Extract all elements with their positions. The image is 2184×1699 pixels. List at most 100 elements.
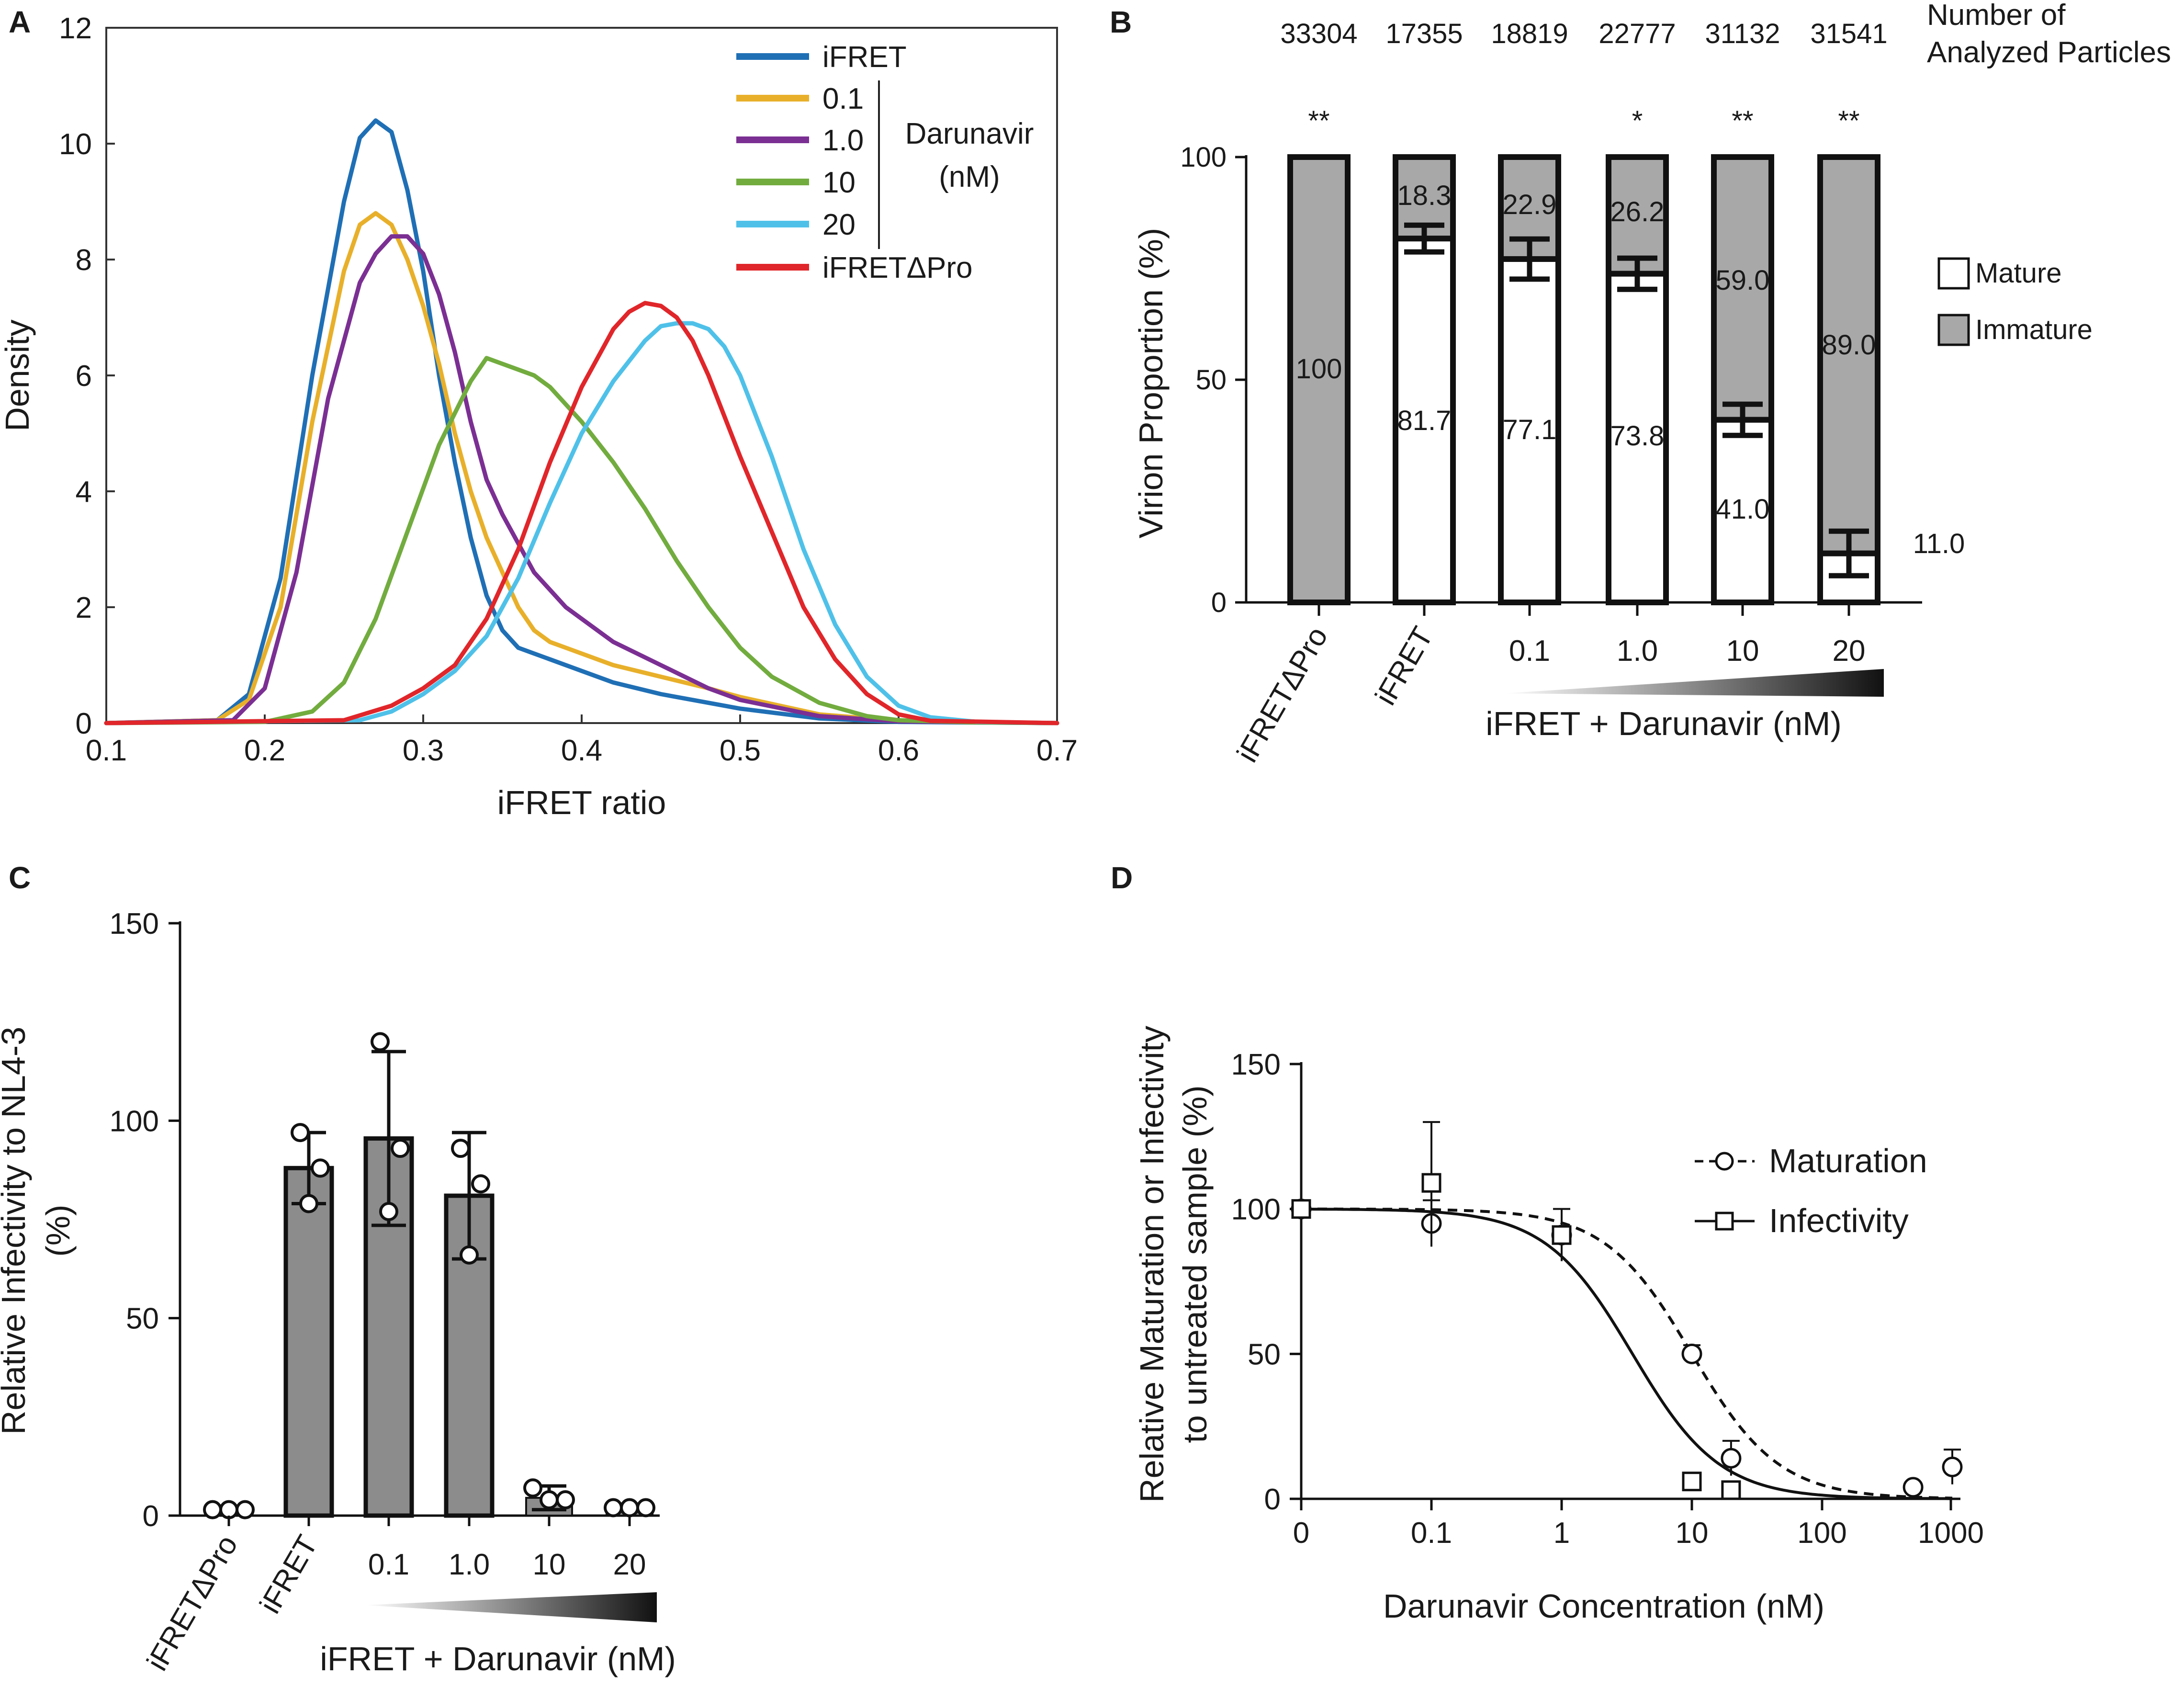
significance-mark: ** xyxy=(1838,105,1859,136)
x-tick-label: 0.1 xyxy=(86,734,127,767)
mature-value-label: 77.1 xyxy=(1503,414,1557,445)
panel-d-points xyxy=(1291,1121,1963,1500)
replicate-point xyxy=(291,1123,310,1143)
immature-segment xyxy=(1711,154,1774,423)
density-line-4 xyxy=(104,321,1059,725)
replicate-point xyxy=(311,1158,330,1178)
replicate-point xyxy=(556,1490,575,1510)
density-line-2 xyxy=(104,234,1059,725)
infectivity-point xyxy=(1421,1173,1441,1193)
panel-b-concentration-wedge xyxy=(1503,669,1884,697)
y-tick-label: 100 xyxy=(1180,142,1227,173)
category-label: 1.0 xyxy=(1617,634,1658,668)
x-tick-label: 0.2 xyxy=(244,734,285,767)
x-tick-label: 0.5 xyxy=(720,734,761,767)
panel-b-x-group-label: iFRET + Darunavir (nM) xyxy=(1486,705,1842,742)
infectivity-point xyxy=(1291,1199,1311,1219)
y-tick-label: 8 xyxy=(76,244,92,277)
fit-curve-infectivity xyxy=(1301,1208,1952,1500)
panel-c-label: C xyxy=(9,861,31,895)
panel-c-bars: iFRETΔPro iFRET 0.1 1.0 10 20 xyxy=(141,1032,655,1676)
immature-value-label: 100 xyxy=(1296,353,1342,385)
replicate-point xyxy=(540,1490,559,1510)
density-line-3 xyxy=(104,356,1059,725)
legend-label-4: 20 xyxy=(822,208,856,241)
legend-swatch-mature xyxy=(1937,257,1970,290)
maturation-point xyxy=(1942,1456,1963,1477)
panel-a-series xyxy=(104,118,1059,725)
mature-segment xyxy=(1393,236,1456,605)
x-tick-label: 0.1 xyxy=(1411,1517,1452,1550)
replicate-point xyxy=(371,1032,390,1052)
panel-a-ticks: 0.1 0.2 0.3 0.4 0.5 0.6 0.7 0 2 4 6 8 10 12 xyxy=(59,12,1078,767)
immature-value-label: 26.2 xyxy=(1610,196,1665,227)
panel-c: C 0 50 100 150 iFRETΔPro iFRET 0.1 1.0 10 20 Rel… xyxy=(0,861,676,1677)
x-tick-label: 10 xyxy=(1676,1517,1709,1550)
replicate-point xyxy=(451,1139,470,1158)
legend-label-3: 10 xyxy=(822,166,856,199)
category-label: iFRETΔPro xyxy=(141,1530,245,1676)
legend-marker-infectivity xyxy=(1715,1212,1734,1231)
category-label: iFRET xyxy=(254,1530,325,1620)
panel-d-y-axis-title-line2: to untreated sample (%) xyxy=(1176,1085,1214,1443)
panel-a-y-axis-title: Density xyxy=(0,319,36,431)
panel-d-x-axis-title: Darunavir Concentration (nM) xyxy=(1383,1587,1824,1625)
x-tick-label: 0.7 xyxy=(1036,734,1078,767)
mature-value-label: 73.8 xyxy=(1610,420,1665,452)
y-tick-label: 0 xyxy=(1264,1483,1281,1516)
legend-group-label-line1: Darunavir xyxy=(905,117,1034,150)
infectivity-point xyxy=(1682,1472,1702,1492)
fit-curve-maturation xyxy=(1301,1207,1953,1500)
category-label: iFRET xyxy=(1369,622,1440,711)
infectivity-bar xyxy=(283,1166,334,1518)
panel-c-axes: 0 50 100 150 xyxy=(110,907,660,1533)
mature-value-label: 11.0 xyxy=(1913,528,1965,559)
y-tick-label: 150 xyxy=(110,907,159,940)
density-line-5 xyxy=(104,301,1059,725)
particle-count: 18819 xyxy=(1491,18,1568,49)
replicate-point xyxy=(636,1498,655,1518)
immature-value-label: 22.9 xyxy=(1503,189,1557,220)
x-tick-label: 100 xyxy=(1797,1517,1846,1550)
y-tick-label: 2 xyxy=(76,591,92,624)
y-tick-label: 150 xyxy=(1231,1048,1281,1081)
category-label: 10 xyxy=(533,1548,566,1581)
y-tick-label: 0 xyxy=(76,707,92,740)
replicate-point xyxy=(620,1498,639,1518)
particle-count: 31541 xyxy=(1810,18,1887,49)
replicate-point xyxy=(604,1498,623,1518)
y-tick-label: 50 xyxy=(126,1303,159,1336)
y-tick-label: 100 xyxy=(1231,1193,1281,1226)
replicate-point xyxy=(471,1174,490,1194)
density-line-1 xyxy=(104,211,1059,725)
replicate-point xyxy=(219,1500,238,1519)
x-tick-label: 0.3 xyxy=(403,734,444,767)
immature-value-label: 89.0 xyxy=(1822,329,1876,361)
legend-swatch-immature xyxy=(1937,314,1970,346)
panel-a-legend: Darunavir (nM) iFRET 0.1 1.0 10 20 iFRETΔPro xyxy=(736,41,1034,284)
legend-label-infectivity: Infectivity xyxy=(1769,1202,1909,1239)
mature-segment xyxy=(1711,417,1774,605)
category-label: 20 xyxy=(1833,634,1866,668)
panel-d-axes: 0 50 100 150 0 0.1 1 10 100 1000 xyxy=(1231,1048,1984,1550)
panel-d-y-axis-title-line1: Relative Maturation or Infectivity xyxy=(1133,1026,1171,1503)
panel-a-label: A xyxy=(9,5,31,39)
replicate-point xyxy=(203,1500,222,1519)
immature-value-label: 18.3 xyxy=(1397,180,1452,211)
significance-mark: ** xyxy=(1732,105,1753,136)
panel-a: A 0.1 0.2 0.3 0.4 0.5 0.6 0.7 0 2 4 6 8 10 12 iFRET r… xyxy=(0,5,1078,821)
panel-b-y-axis-title: Virion Proportion (%) xyxy=(1132,228,1170,538)
x-tick-label: 1 xyxy=(1554,1517,1570,1550)
panel-b-legend: Mature Immature xyxy=(1937,257,2093,346)
panel-b-axes: 0 50 100 xyxy=(1180,142,1922,618)
particles-header-line2: Analyzed Particles xyxy=(1927,36,2171,69)
particles-header-line1: Number of xyxy=(1927,0,2066,32)
category-label: 10 xyxy=(1726,634,1759,668)
panel-d-label: D xyxy=(1111,861,1133,895)
immature-segment xyxy=(1287,154,1351,605)
infectivity-point xyxy=(1721,1480,1741,1500)
y-tick-label: 50 xyxy=(1195,364,1227,396)
y-tick-label: 4 xyxy=(76,476,92,509)
panel-c-concentration-wedge xyxy=(364,1592,657,1622)
